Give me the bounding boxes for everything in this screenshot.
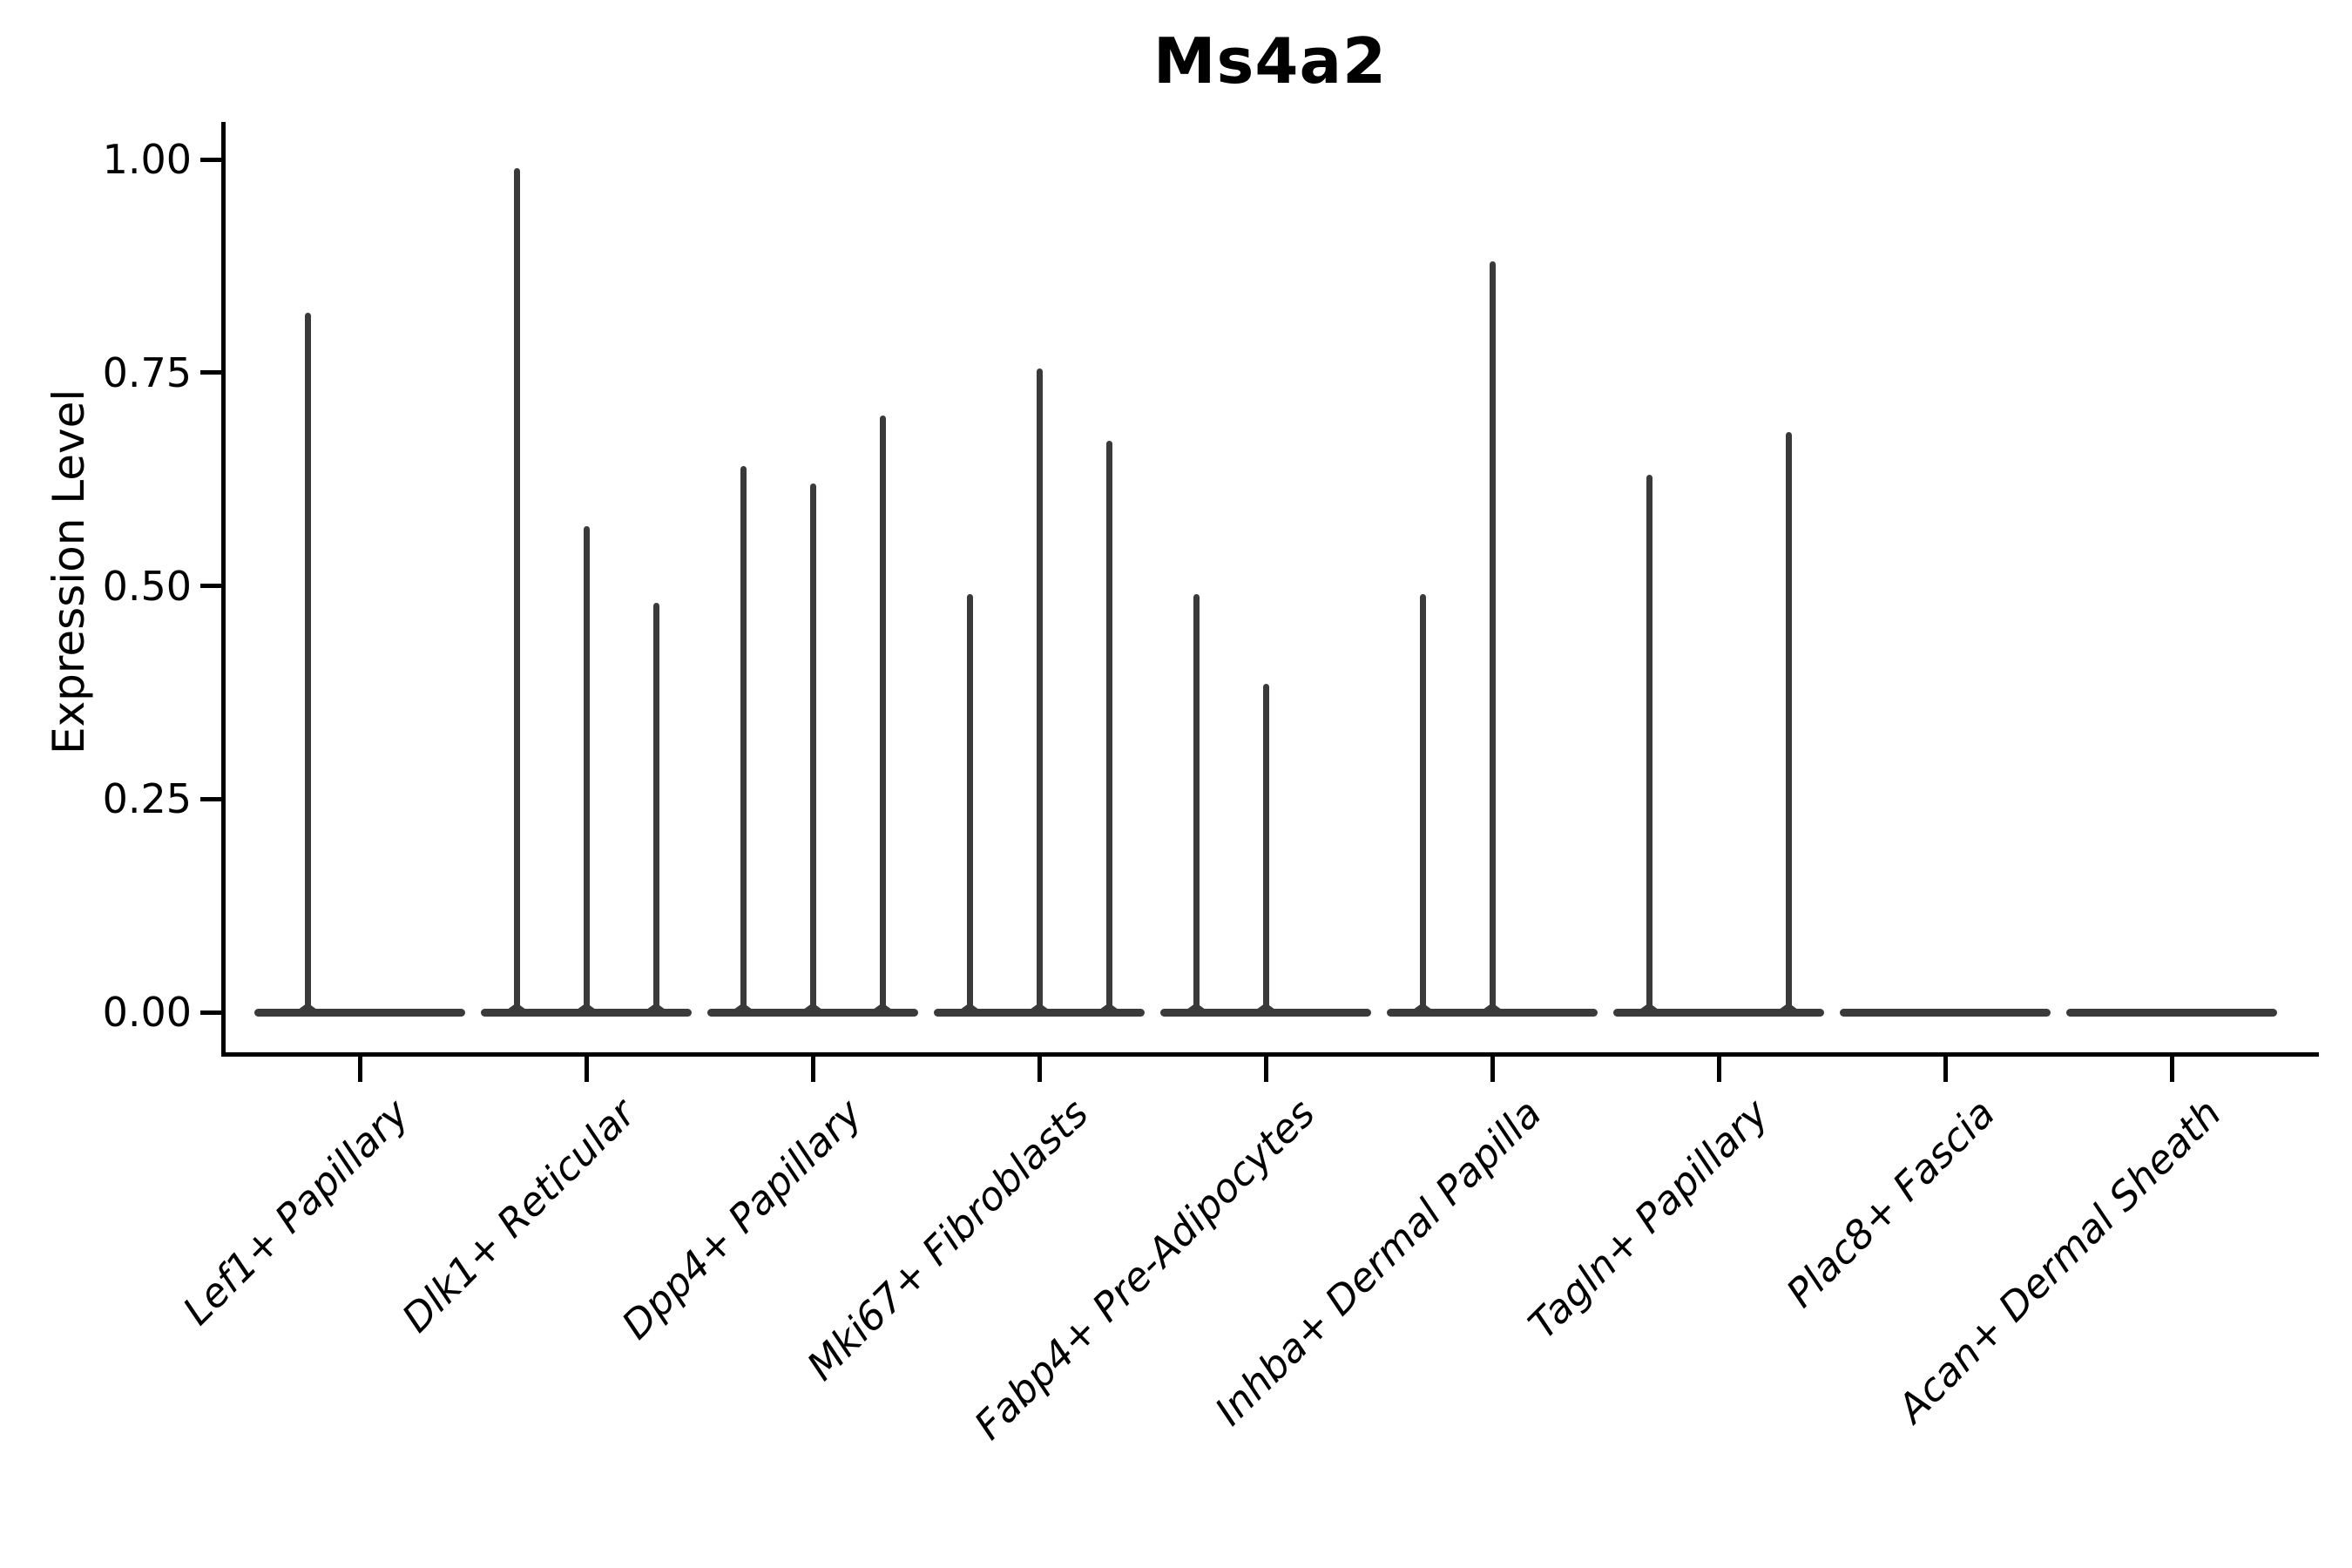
x-tick-mark [810, 1052, 815, 1082]
violin-zero-baseline [2066, 1008, 2277, 1017]
y-axis-spine [221, 122, 226, 1057]
violin-spike [652, 603, 659, 1012]
x-tick-mark [1490, 1052, 1495, 1082]
x-category-label: Tagln+ Papillary [1518, 1090, 1777, 1348]
x-axis-spine [221, 1052, 2319, 1057]
y-tick-mark [200, 157, 221, 162]
violin-zero-baseline [254, 1008, 465, 1017]
violin-spike [1262, 684, 1269, 1012]
violin-spike [966, 594, 973, 1012]
violin-spike [879, 415, 886, 1012]
y-tick-label: 0.25 [102, 775, 192, 823]
violin-spike [1646, 475, 1652, 1012]
violin-zero-baseline [1840, 1008, 2051, 1017]
x-tick-mark [1263, 1052, 1268, 1082]
x-tick-mark [2169, 1052, 2174, 1082]
violin-zero-baseline [1613, 1008, 1824, 1017]
plot-title: Ms4a2 [1152, 24, 1388, 98]
violin-spike [1105, 441, 1112, 1012]
x-tick-mark [1716, 1052, 1721, 1082]
violin-spike [1489, 261, 1496, 1012]
x-category-label: Plac8+ Fascia [1777, 1090, 2004, 1317]
y-tick-mark [200, 370, 221, 375]
x-category-label: Dpp4+ Papillary [612, 1090, 871, 1348]
y-tick-label: 0.00 [102, 989, 192, 1036]
y-tick-mark [200, 584, 221, 588]
violin-spike [583, 525, 590, 1012]
violin-spike [1785, 432, 1792, 1012]
y-tick-mark [200, 796, 221, 801]
x-tick-mark [357, 1052, 362, 1082]
x-tick-mark [1943, 1052, 1948, 1082]
violin-spike [513, 167, 520, 1012]
x-category-label: Lef1+ Papillary [173, 1090, 418, 1335]
violin-spike [1193, 594, 1200, 1012]
violin-spike [809, 483, 816, 1012]
violin-spike [740, 466, 747, 1012]
violin-spike [1419, 594, 1426, 1012]
y-tick-mark [200, 1010, 221, 1015]
x-tick-mark [584, 1052, 589, 1082]
y-tick-label: 1.00 [102, 136, 192, 183]
violin-spike [304, 313, 311, 1012]
violin-spike [1036, 368, 1043, 1012]
y-tick-label: 0.50 [102, 562, 192, 610]
x-tick-mark [1037, 1052, 1042, 1082]
plot-area [226, 122, 2319, 1052]
y-tick-label: 0.75 [102, 348, 192, 396]
x-category-label: Dlk1+ Reticular [393, 1090, 645, 1342]
